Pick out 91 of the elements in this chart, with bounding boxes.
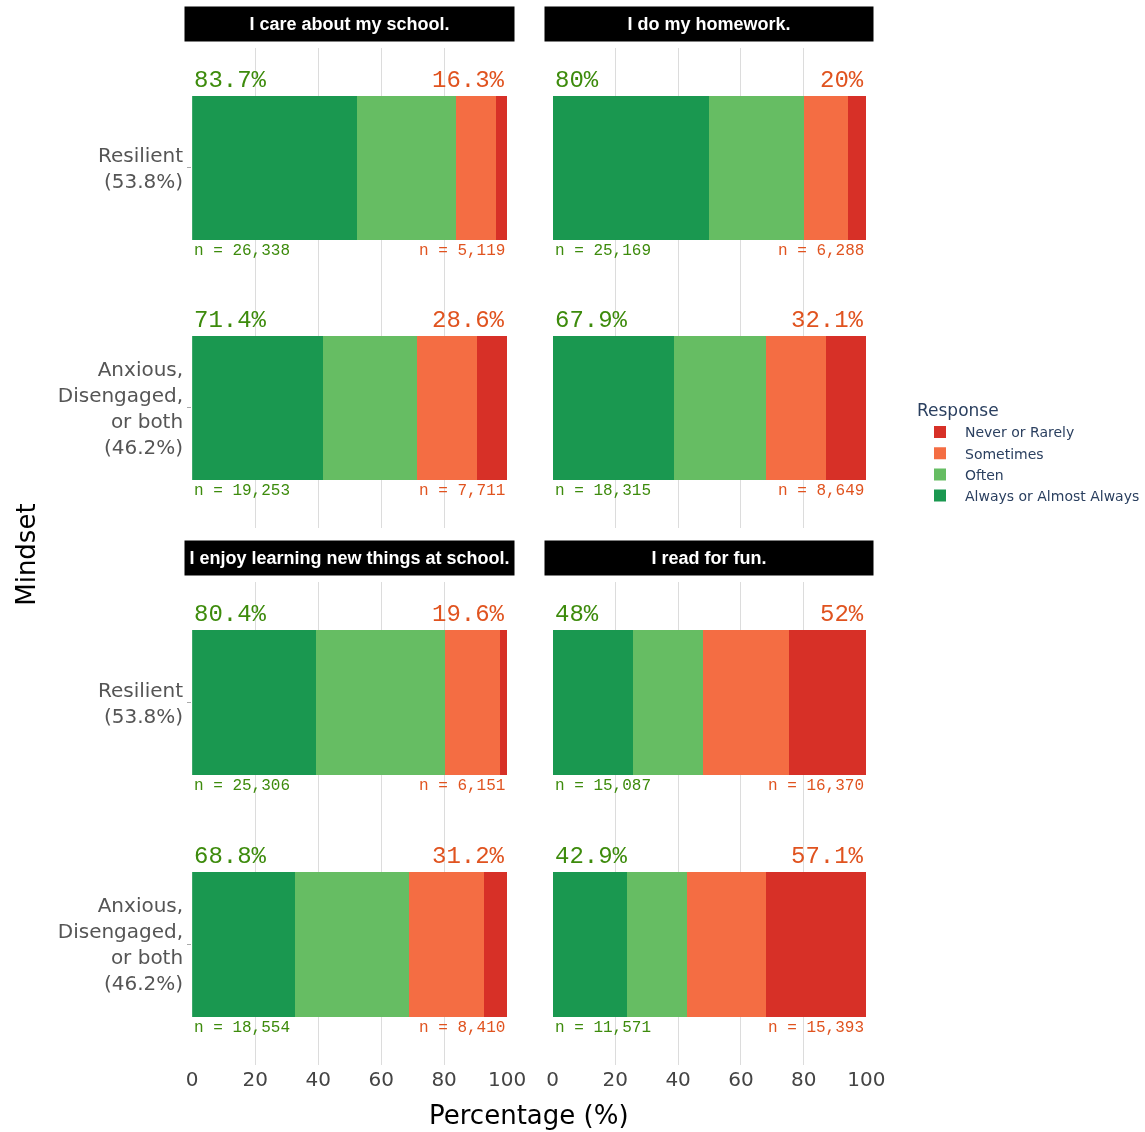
bar: [500, 630, 508, 776]
bar: [788, 630, 867, 776]
bar: [408, 871, 485, 1017]
annotation: n = 16,370: [768, 777, 865, 795]
x-tick-label: 100: [847, 1067, 886, 1092]
chart-title: I do my homework.: [627, 14, 791, 34]
x-tick-label: 60: [368, 1067, 394, 1092]
bar: [295, 871, 409, 1017]
annotation: 68.8%: [194, 843, 267, 870]
x-tick-label: 20: [242, 1067, 268, 1092]
bar: [626, 871, 688, 1017]
x-tick-label: 80: [431, 1067, 457, 1092]
bar: [673, 335, 766, 480]
bar: [417, 335, 478, 480]
y-axis-title: Mindset: [11, 503, 42, 606]
bar: [323, 335, 418, 480]
legend-label: Always or Almost Always: [965, 488, 1140, 505]
y-tick-label: Resilient (53.8%): [97, 677, 184, 728]
x-tick-label: 60: [728, 1067, 754, 1092]
chart-title: I enjoy learning new things at school.: [189, 548, 510, 568]
annotation: n = 6,288: [778, 242, 865, 260]
bar: [703, 630, 789, 776]
bar: [552, 630, 633, 776]
x-tick-label: 40: [665, 1067, 691, 1092]
x-tick-label: 0: [185, 1067, 199, 1092]
bar: [687, 871, 766, 1017]
x-tick-label: 20: [602, 1067, 629, 1092]
bar: [316, 630, 446, 776]
bar: [455, 95, 497, 240]
annotation: 20%: [820, 67, 864, 94]
bar: [192, 335, 324, 480]
annotation: 52%: [820, 601, 864, 628]
bar: [552, 335, 674, 480]
x-tick-label: 0: [546, 1067, 559, 1092]
bar: [632, 630, 704, 776]
legend-title: Response: [917, 400, 999, 421]
annotation: n = 5,119: [419, 242, 506, 260]
annotation: n = 8,410: [419, 1019, 506, 1037]
annotation: n = 25,306: [194, 777, 291, 795]
annotation: 19.6%: [432, 601, 505, 628]
bar: [803, 95, 848, 240]
y-tick-label: Anxious, Disengaged, or both (46.2%): [57, 356, 184, 459]
bar: [192, 630, 317, 776]
bar: [765, 335, 826, 480]
bar: [847, 95, 867, 240]
annotation: 57.1%: [791, 843, 864, 870]
x-axis-title: Percentage (%): [429, 1100, 629, 1130]
annotation: n = 26,338: [194, 242, 291, 260]
bar: [552, 95, 710, 240]
annotation: 31.2%: [432, 843, 505, 870]
annotation: n = 19,253: [194, 482, 291, 500]
annotation: 48%: [555, 601, 599, 628]
bar: [765, 871, 867, 1017]
annotation: 83.7%: [194, 67, 267, 94]
x-tick-label: 80: [790, 1067, 817, 1092]
annotation: n = 8,649: [778, 482, 865, 500]
bar: [496, 95, 508, 240]
bar: [192, 871, 296, 1017]
bar: [357, 95, 456, 240]
annotation: n = 18,315: [555, 482, 652, 500]
bar: [825, 335, 867, 480]
bar: [192, 95, 358, 240]
annotation: 71.4%: [194, 307, 267, 334]
chart-title: I read for fun.: [651, 548, 767, 568]
legend-label: Sometimes: [965, 445, 1044, 462]
annotation: 28.6%: [432, 307, 505, 334]
chart-title: I care about my school.: [249, 14, 450, 34]
annotation: n = 15,087: [555, 777, 652, 795]
y-tick-label: Resilient (53.8%): [97, 142, 184, 193]
annotation: n = 18,554: [194, 1019, 291, 1037]
annotation: 67.9%: [555, 307, 628, 334]
annotation: 80.4%: [194, 601, 267, 628]
bar: [484, 871, 508, 1017]
bar: [552, 871, 627, 1017]
bar: [709, 95, 804, 240]
annotation: n = 7,711: [419, 482, 506, 500]
annotation: 80%: [555, 67, 599, 94]
x-tick-label: 100: [488, 1067, 527, 1092]
x-tick-label: 40: [305, 1067, 331, 1092]
annotation: n = 11,571: [555, 1019, 652, 1037]
y-tick-label: Anxious, Disengaged, or both (46.2%): [57, 893, 184, 996]
bar: [445, 630, 501, 776]
annotation: n = 15,393: [768, 1019, 865, 1037]
annotation: n = 6,151: [419, 777, 506, 795]
annotation: 16.3%: [432, 67, 505, 94]
annotation: 42.9%: [555, 843, 628, 870]
legend-label: Often: [965, 466, 1004, 483]
bar: [477, 335, 508, 480]
annotation: 32.1%: [791, 307, 864, 334]
legend-label: Never or Rarely: [965, 424, 1075, 441]
annotation: n = 25,169: [555, 242, 652, 260]
